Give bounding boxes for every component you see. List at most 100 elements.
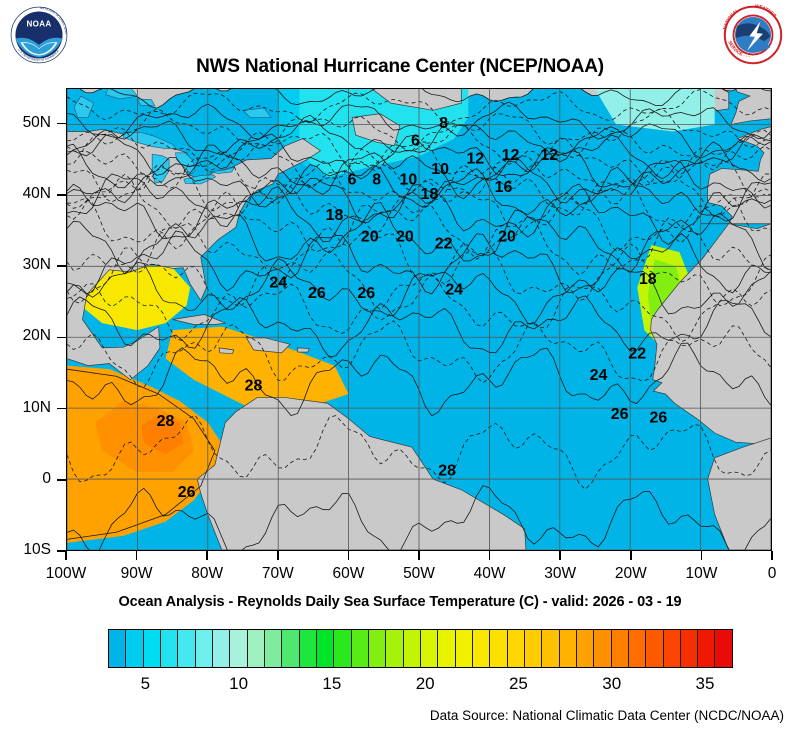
contour-label: 24 bbox=[445, 282, 463, 299]
contour-label: 24 bbox=[269, 275, 287, 292]
colorbar-cell bbox=[316, 630, 335, 667]
chart-subtitle: Ocean Analysis - Reynolds Daily Sea Surf… bbox=[118, 594, 682, 610]
contour-label: 12 bbox=[502, 147, 520, 164]
contour-label: 10 bbox=[431, 161, 449, 178]
contour-label: 6 bbox=[411, 133, 420, 150]
noaa-logo: NOAA NATIONAL OCEANIC AND ATMOSPHERIC U.… bbox=[8, 4, 68, 64]
hispaniola bbox=[245, 337, 291, 354]
contour-label: 26 bbox=[649, 409, 667, 426]
colorbar[interactable] bbox=[108, 629, 733, 668]
contour-label: 18 bbox=[326, 207, 344, 224]
contour-label: 28 bbox=[157, 413, 175, 430]
colorbar-cell bbox=[420, 630, 439, 667]
contour-label: 22 bbox=[628, 346, 646, 363]
x-tick-label: 30W bbox=[544, 565, 577, 582]
colorbar-tick-label: 10 bbox=[229, 674, 249, 693]
contour-label: 18 bbox=[421, 186, 439, 203]
isotherm-line bbox=[79, 89, 771, 109]
contour-label: 10 bbox=[400, 172, 418, 189]
lake-winnipeg bbox=[73, 95, 95, 118]
great-britain bbox=[730, 89, 771, 125]
x-tick bbox=[418, 551, 420, 560]
y-tick-label: 50N bbox=[22, 113, 51, 131]
colorbar-cell bbox=[403, 630, 421, 667]
contour-label: 12 bbox=[466, 150, 484, 167]
colorbar-cell bbox=[680, 630, 699, 667]
south-america bbox=[196, 397, 527, 550]
nws-logo: NATIONAL WEATHER SERVICE · · · bbox=[722, 4, 783, 65]
x-tick-label: 10W bbox=[685, 565, 718, 582]
lake-superior bbox=[123, 132, 177, 149]
lake-ontario bbox=[209, 166, 236, 174]
colorbar-cell bbox=[455, 630, 473, 667]
colorbar-cell bbox=[247, 630, 265, 667]
contour-label: 20 bbox=[498, 228, 516, 245]
x-tick-label: 20W bbox=[614, 565, 647, 582]
y-tick-label: 0 bbox=[42, 469, 51, 487]
colorbar-cell bbox=[334, 630, 352, 667]
y-tick-label: 30N bbox=[22, 256, 51, 274]
y-tick-label: 20N bbox=[22, 327, 51, 345]
contour-label: 26 bbox=[178, 484, 196, 501]
colorbar-tick-label: 25 bbox=[508, 674, 528, 693]
map-shape bbox=[165, 326, 349, 409]
svg-text:NOAA: NOAA bbox=[27, 19, 52, 28]
y-tick bbox=[57, 479, 66, 481]
contour-label: 26 bbox=[308, 285, 326, 302]
colorbar-cell bbox=[178, 630, 196, 667]
x-tick bbox=[559, 551, 561, 560]
map-shape bbox=[140, 415, 184, 455]
colorbar-cell bbox=[282, 630, 300, 667]
colorbar-cell bbox=[594, 630, 612, 667]
contour-label: 28 bbox=[438, 463, 456, 480]
x-tick bbox=[65, 551, 67, 560]
colorbar-tick-label: 30 bbox=[602, 674, 622, 693]
colorbar-cell bbox=[698, 630, 716, 667]
map-gridlines bbox=[67, 89, 771, 550]
colorbar-cell bbox=[472, 630, 491, 667]
colorbar-cell bbox=[351, 630, 369, 667]
colorbar-cell bbox=[611, 630, 629, 667]
x-tick bbox=[771, 551, 773, 560]
colorbar-cell bbox=[230, 630, 248, 667]
contour-label: 26 bbox=[611, 406, 629, 423]
colorbar-cell bbox=[490, 630, 508, 667]
contour-label: 8 bbox=[372, 172, 381, 189]
colorbar-cell bbox=[663, 630, 681, 667]
contour-label: 28 bbox=[245, 377, 263, 394]
contour-label: 26 bbox=[357, 285, 375, 302]
isotherm-line bbox=[67, 216, 771, 287]
sst-map[interactable]: 6 8 12 12 12 16 6 8 10 10 18 18 20 20 22 20 24 26 26 24 18 22… bbox=[66, 88, 772, 551]
colorbar-cell bbox=[143, 630, 161, 667]
colorbar-cell bbox=[542, 630, 560, 667]
colorbar-cell bbox=[524, 630, 543, 667]
x-tick bbox=[700, 551, 703, 560]
x-tick-label: 0 bbox=[767, 565, 777, 582]
jamaica bbox=[218, 347, 235, 354]
x-tick-label: 40W bbox=[473, 565, 506, 582]
isotherm-line bbox=[67, 414, 771, 490]
x-tick-label: 50W bbox=[403, 565, 435, 582]
x-tick bbox=[277, 551, 279, 560]
x-tick-label: 60W bbox=[332, 565, 365, 582]
isotherm-line bbox=[67, 368, 216, 540]
x-tick-label: 100W bbox=[45, 565, 87, 582]
colorbar-cell bbox=[109, 630, 127, 667]
y-tick bbox=[57, 407, 66, 410]
colorbar-cell bbox=[126, 630, 144, 667]
colorbar-cell bbox=[559, 630, 577, 667]
colorbar-cell bbox=[576, 630, 595, 667]
contour-label: 6 bbox=[348, 172, 357, 189]
colorbar-tick-label: 20 bbox=[415, 674, 435, 693]
colorbar-cell bbox=[264, 630, 283, 667]
contour-label: 18 bbox=[639, 271, 657, 288]
colorbar-cell bbox=[299, 630, 317, 667]
y-tick-label: 40N bbox=[22, 184, 51, 202]
contour-label: 20 bbox=[396, 228, 414, 245]
colorbar-cell bbox=[628, 630, 647, 667]
colorbar-tick-label: 15 bbox=[322, 674, 342, 693]
x-tick-label: 80W bbox=[191, 565, 224, 582]
